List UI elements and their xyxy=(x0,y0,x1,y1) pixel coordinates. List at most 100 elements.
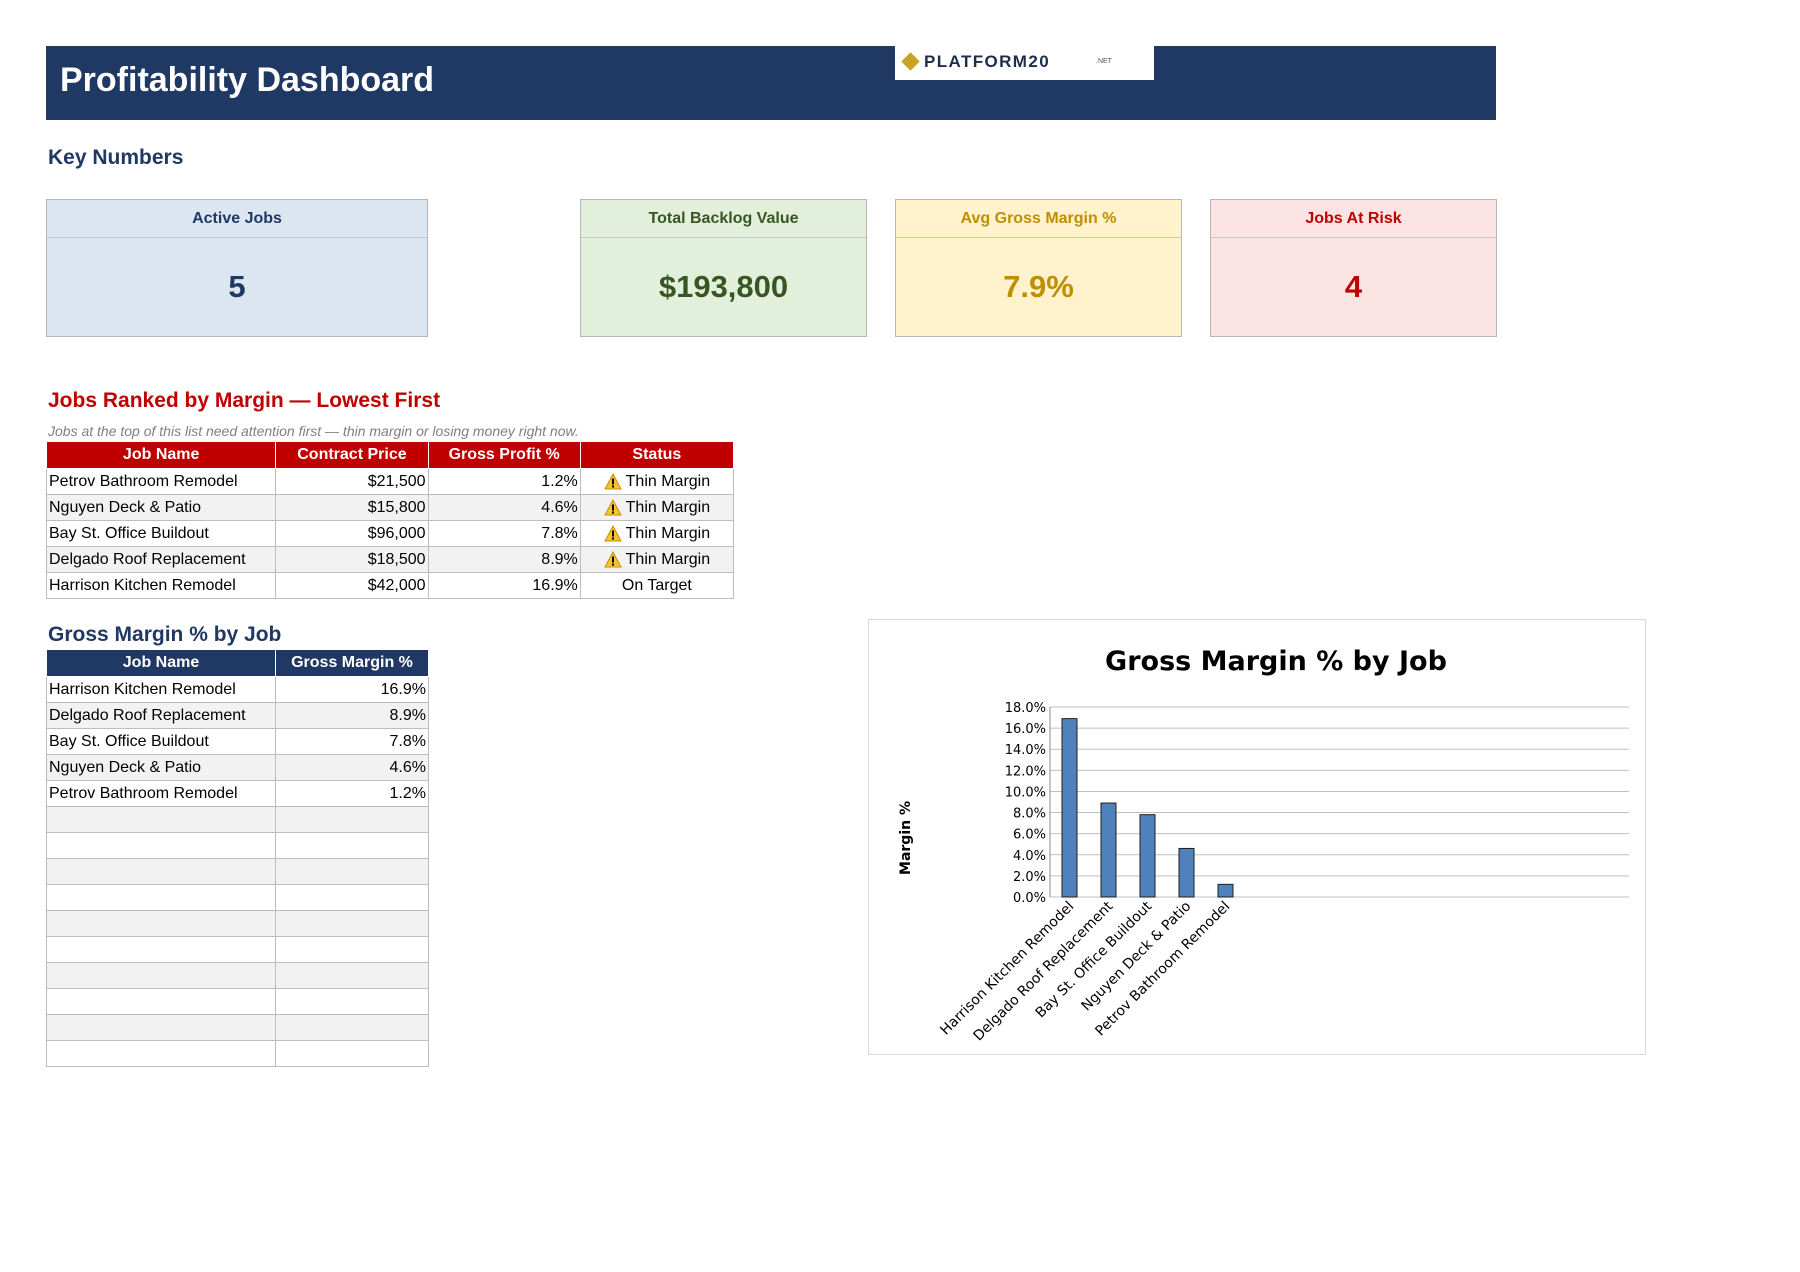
chart-title: Gross Margin % by Job xyxy=(1105,646,1447,677)
kpi-label: Jobs At Risk xyxy=(1211,200,1496,238)
gross-profit-pct: 7.8% xyxy=(427,520,581,547)
gross-profit-pct: 8.9% xyxy=(427,546,581,573)
kpi-card-jobs-at-risk: Jobs At Risk 4 xyxy=(1210,199,1497,337)
warning-icon xyxy=(603,524,622,542)
empty-cell xyxy=(275,1014,429,1041)
gross-profit-pct: 4.6% xyxy=(427,494,581,521)
empty-cell xyxy=(46,832,276,859)
table-row: Nguyen Deck & Patio $15,800 4.6% Thin Margi… xyxy=(45,494,735,521)
empty-cell xyxy=(275,806,429,833)
status-text: Thin Margin xyxy=(625,498,711,516)
empty-row xyxy=(46,884,429,911)
platform20-logo: PLATFORM20 .NET xyxy=(895,46,1154,80)
job-name: Bay St. Office Buildout xyxy=(46,728,276,755)
kpi-card-avg-gross-margin: Avg Gross Margin % 7.9% xyxy=(895,199,1182,337)
y-tick-label: 4.0% xyxy=(1013,849,1046,864)
kpi-value: 5 xyxy=(228,268,246,304)
empty-cell xyxy=(275,858,429,885)
gross-margin-pct: 16.9% xyxy=(275,676,429,703)
ranked-jobs-table: Job Name Contract Price Gross Profit % S… xyxy=(45,441,735,599)
empty-row xyxy=(46,910,429,937)
empty-row xyxy=(46,1014,429,1041)
kpi-value: 4 xyxy=(1344,268,1363,304)
y-tick-label: 16.0% xyxy=(1005,722,1046,737)
table-row: Petrov Bathroom Remodel 1.2% xyxy=(46,780,429,807)
contract-price: $96,000 xyxy=(275,520,429,547)
empty-row xyxy=(46,832,429,859)
bar xyxy=(1139,814,1156,898)
empty-cell xyxy=(275,884,429,911)
warning-icon xyxy=(603,550,622,568)
job-name: Harrison Kitchen Remodel xyxy=(45,572,277,599)
empty-cell xyxy=(275,910,429,937)
contract-price: $21,500 xyxy=(275,468,429,495)
empty-cell xyxy=(46,806,276,833)
contract-price: $15,800 xyxy=(275,494,429,521)
kpi-card-active-jobs: Active Jobs 5 xyxy=(46,199,428,337)
empty-cell xyxy=(46,1040,276,1067)
chart-canvas: Gross Margin % by Job 0.0% 2.0% 4.0% 6.0% 8.0… xyxy=(898,646,1629,1044)
empty-cell xyxy=(46,910,276,937)
empty-cell xyxy=(46,858,276,885)
empty-cell xyxy=(46,936,276,963)
table-row: Petrov Bathroom Remodel $21,500 1.2% Thin M… xyxy=(45,468,735,495)
ranked-title: Jobs Ranked by Margin — Lowest First xyxy=(48,389,441,412)
gross-margin-pct: 4.6% xyxy=(275,754,429,781)
job-name: Harrison Kitchen Remodel xyxy=(46,676,276,703)
gross-margin-table: Job Name Gross Margin % Harrison Kitchen… xyxy=(46,649,429,1067)
status-cell: On Target xyxy=(579,572,735,599)
empty-cell xyxy=(275,962,429,989)
y-tick-label: 0.0% xyxy=(1013,891,1046,906)
empty-cell xyxy=(46,884,276,911)
status-cell: Thin Margin xyxy=(579,546,735,573)
warning-icon xyxy=(603,498,622,516)
y-tick-label: 18.0% xyxy=(1005,701,1046,716)
gross-margin-chart: Gross Margin % by Job 0.0% 2.0% 4.0% 6.0% 8.0… xyxy=(868,619,1646,1055)
dashboard-header: Profitability Dashboard xyxy=(46,46,1496,120)
gross-margin-pct: 1.2% xyxy=(275,780,429,807)
kpi-value: 7.9% xyxy=(1003,268,1074,304)
column-header: Gross Profit % xyxy=(427,441,581,469)
y-tick-label: 10.0% xyxy=(1005,785,1046,800)
table-row: Nguyen Deck & Patio 4.6% xyxy=(46,754,429,781)
kpi-label: Total Backlog Value xyxy=(581,200,866,238)
warning-icon xyxy=(603,472,622,490)
empty-cell xyxy=(46,988,276,1015)
page-title: Profitability Dashboard xyxy=(60,61,435,99)
key-numbers-title: Key Numbers xyxy=(48,146,184,169)
empty-row xyxy=(46,936,429,963)
y-tick-label: 8.0% xyxy=(1013,807,1046,822)
status-cell: Thin Margin xyxy=(579,520,735,547)
table-row: Bay St. Office Buildout 7.8% xyxy=(46,728,429,755)
y-tick-label: 14.0% xyxy=(1005,743,1046,758)
gross-profit-pct: 1.2% xyxy=(427,468,581,495)
status-text: On Target xyxy=(621,576,692,594)
status-text: Thin Margin xyxy=(625,524,711,542)
column-header: Gross Margin % xyxy=(275,649,429,677)
empty-row xyxy=(46,806,429,833)
kpi-card-total-backlog: Total Backlog Value $193,800 xyxy=(580,199,867,337)
bar xyxy=(1061,718,1078,898)
column-header: Job Name xyxy=(45,441,277,469)
status-cell: Thin Margin xyxy=(579,494,735,521)
empty-row xyxy=(46,858,429,885)
kpi-label: Avg Gross Margin % xyxy=(896,200,1181,238)
ranked-note: Jobs at the top of this list need attent… xyxy=(48,423,579,439)
bar xyxy=(1100,802,1117,898)
job-name: Petrov Bathroom Remodel xyxy=(45,468,277,495)
column-header: Status xyxy=(579,441,735,469)
table-row: Bay St. Office Buildout $96,000 7.8% Thin M… xyxy=(45,520,735,547)
y-tick-label: 6.0% xyxy=(1013,828,1046,843)
status-text: Thin Margin xyxy=(625,550,711,568)
gross-profit-pct: 16.9% xyxy=(427,572,581,599)
empty-cell xyxy=(46,962,276,989)
column-header: Contract Price xyxy=(275,441,429,469)
status-text: Thin Margin xyxy=(625,472,711,490)
y-axis-label: Margin % xyxy=(898,801,914,875)
job-name: Nguyen Deck & Patio xyxy=(45,494,277,521)
table-row: Harrison Kitchen Remodel 16.9% xyxy=(46,676,429,703)
job-name: Nguyen Deck & Patio xyxy=(46,754,276,781)
column-header: Job Name xyxy=(46,649,276,677)
status-cell: Thin Margin xyxy=(579,468,735,495)
diamond-icon xyxy=(901,52,920,71)
